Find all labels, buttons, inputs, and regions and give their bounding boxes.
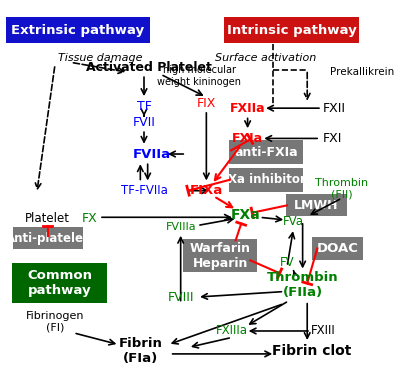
Text: Fibrinogen
(FI): Fibrinogen (FI)	[26, 311, 84, 333]
Text: Platelet: Platelet	[25, 212, 70, 225]
Text: Anti-platelet: Anti-platelet	[6, 232, 90, 245]
Text: FVIIa: FVIIa	[132, 147, 170, 160]
Text: FXIIa: FXIIa	[230, 102, 266, 115]
Text: FXa: FXa	[231, 209, 261, 222]
Text: FXIa: FXIa	[232, 132, 263, 145]
Text: FX: FX	[82, 212, 98, 225]
Text: FVa: FVa	[283, 215, 304, 228]
Text: Prekallikrein: Prekallikrein	[330, 67, 394, 78]
FancyBboxPatch shape	[229, 140, 303, 164]
Text: FIX: FIX	[197, 97, 216, 110]
Text: Thrombin
(FII): Thrombin (FII)	[316, 178, 369, 200]
FancyBboxPatch shape	[286, 194, 347, 216]
FancyBboxPatch shape	[224, 18, 360, 43]
Text: FXIIIa: FXIIIa	[216, 324, 248, 337]
FancyBboxPatch shape	[13, 227, 82, 249]
Text: FV: FV	[280, 256, 294, 269]
Text: Fibrin clot: Fibrin clot	[272, 344, 352, 358]
Text: FXa inhibitors: FXa inhibitors	[220, 173, 312, 186]
Text: FIXa: FIXa	[190, 184, 223, 197]
FancyBboxPatch shape	[6, 18, 150, 43]
Text: high molecular
weight kininogen: high molecular weight kininogen	[157, 65, 241, 87]
Text: Fibrin
(FIa): Fibrin (FIa)	[118, 337, 162, 365]
Text: Intrinsic pathway: Intrinsic pathway	[227, 24, 356, 37]
Text: FVII: FVII	[132, 117, 156, 129]
Text: Warfarin
Heparin: Warfarin Heparin	[190, 242, 251, 270]
Text: LMWH: LMWH	[294, 199, 339, 212]
Text: TF: TF	[136, 100, 152, 113]
Text: FVIIIa: FVIIIa	[166, 222, 197, 232]
Text: DOAC: DOAC	[316, 242, 358, 255]
Text: Tissue damage: Tissue damage	[58, 53, 142, 63]
Text: Activated Platelet: Activated Platelet	[86, 62, 212, 74]
FancyBboxPatch shape	[184, 239, 257, 272]
Text: FXI: FXI	[323, 132, 342, 145]
Text: FVIII: FVIII	[168, 291, 194, 304]
FancyBboxPatch shape	[312, 236, 363, 261]
Text: Common
pathway: Common pathway	[27, 269, 92, 297]
Text: anti-FXIa: anti-FXIa	[234, 146, 298, 159]
FancyBboxPatch shape	[229, 168, 303, 192]
Text: Extrinsic pathway: Extrinsic pathway	[12, 24, 144, 37]
Text: TF-FVIIa: TF-FVIIa	[120, 184, 168, 197]
Text: FXII: FXII	[323, 102, 346, 115]
Text: FXIII: FXIII	[311, 324, 336, 337]
FancyBboxPatch shape	[12, 263, 107, 303]
Text: Thrombin
(FIIa): Thrombin (FIIa)	[267, 271, 338, 299]
Text: Surface activation: Surface activation	[215, 53, 316, 63]
